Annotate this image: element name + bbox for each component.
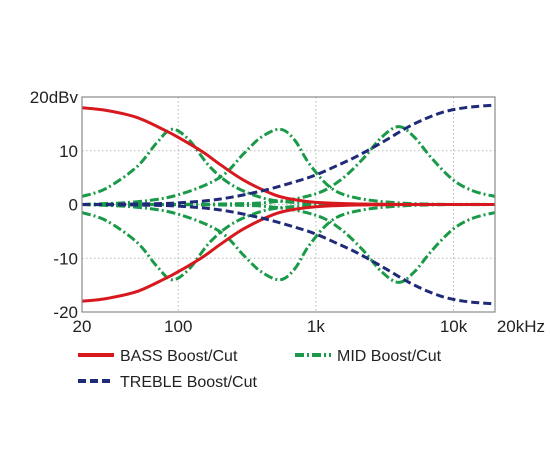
y-tick-label: 20dBv (30, 88, 79, 107)
mid-curve-4 (81, 202, 496, 282)
treble-curve-1 (81, 103, 496, 206)
y-tick-label: -10 (53, 249, 78, 268)
y-tick-label: -20 (53, 303, 78, 322)
x-tick-label: 20kHz (497, 317, 545, 336)
y-tick-label: 10 (59, 142, 78, 161)
mid-curve-1 (81, 127, 495, 207)
x-tick-label: 10k (440, 317, 468, 336)
mid-curve-6 (81, 203, 496, 284)
treble-curve-2 (81, 203, 496, 306)
bass-curve-2 (81, 202, 496, 303)
legend-label-treble: TREBLE Boost/Cut (120, 374, 258, 391)
bass-curve-1 (81, 106, 496, 207)
plot-frame (81, 96, 496, 313)
x-tick-label: 20 (73, 317, 92, 336)
legend-label-bass: BASS Boost/Cut (120, 348, 238, 365)
curves (81, 103, 496, 306)
mid-curve-5 (81, 125, 496, 206)
mid-curve-3 (81, 127, 496, 207)
legend: BASS Boost/Cut MID Boost/Cut TREBLE Boost/… (78, 348, 442, 391)
mid-curve-2 (81, 202, 495, 282)
x-tick-label: 100 (164, 317, 192, 336)
x-tick-label: 1k (307, 317, 325, 336)
legend-label-mid: MID Boost/Cut (337, 348, 442, 365)
y-tick-label: 0 (69, 196, 78, 215)
